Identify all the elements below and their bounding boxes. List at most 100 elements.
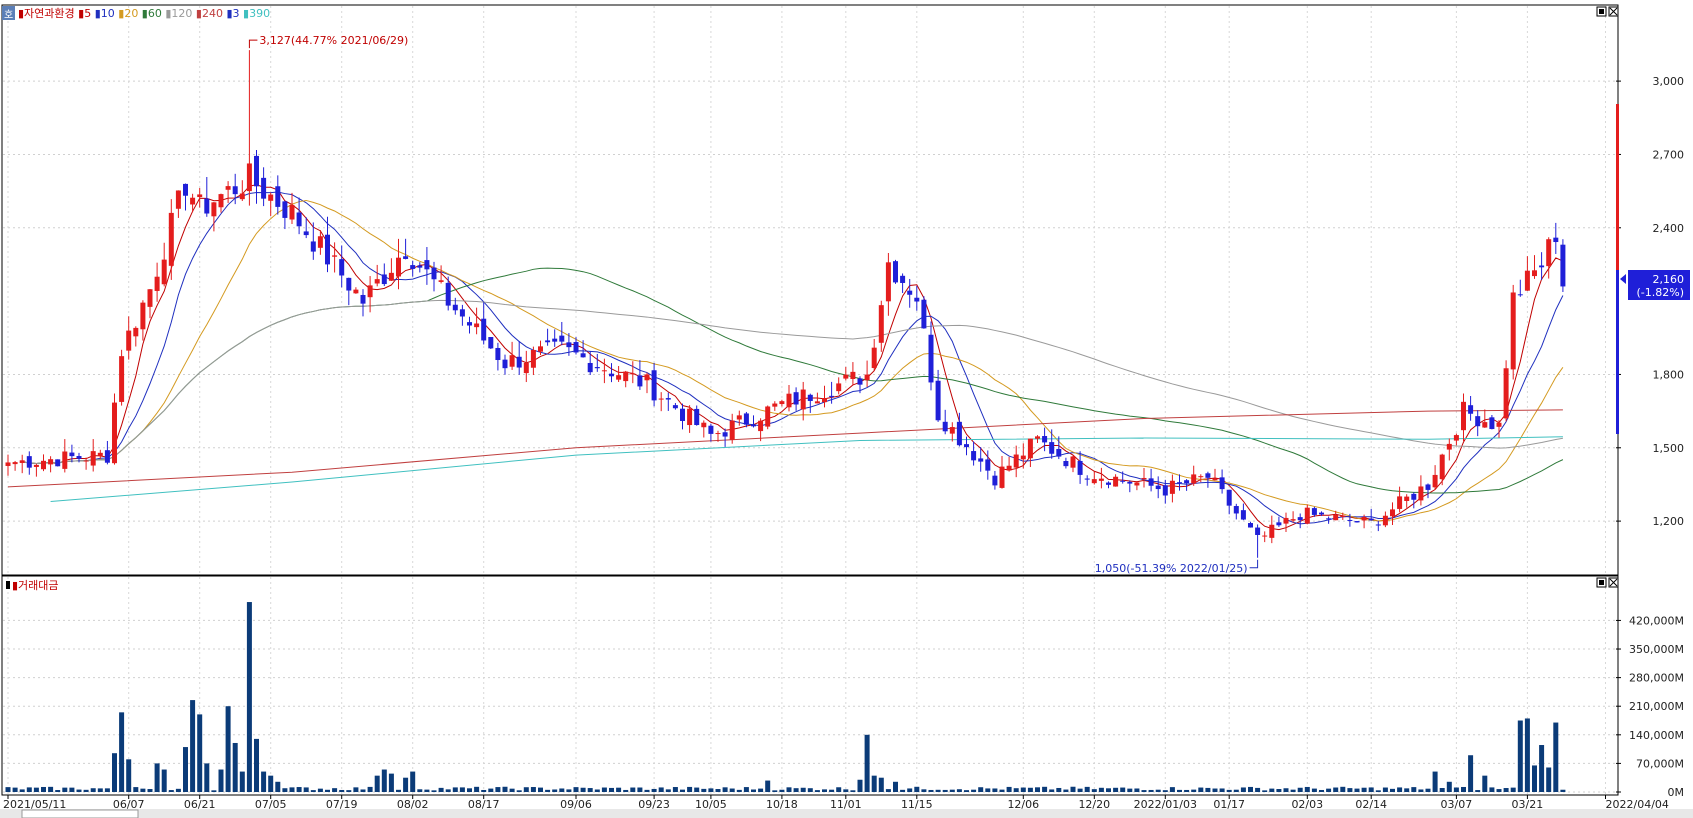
candle (488, 337, 494, 349)
volume-panel-close-button[interactable] (1608, 577, 1619, 588)
candle (1219, 477, 1225, 490)
candle (1276, 522, 1282, 526)
volume-bar (871, 775, 877, 792)
volume-bar (126, 759, 132, 792)
volume-panel-maximize-button[interactable] (1596, 577, 1607, 588)
volume-bar (559, 788, 565, 792)
candle (19, 460, 25, 463)
candle (609, 373, 614, 377)
volume-bar (530, 787, 536, 792)
volume-bar (964, 790, 969, 792)
volume-bar (97, 788, 103, 792)
volume-bar (516, 790, 522, 792)
price-panel-close-button[interactable] (1608, 6, 1619, 17)
bottom-input-box[interactable] (21, 809, 139, 818)
volume-bar (623, 789, 629, 792)
candle (701, 422, 707, 428)
date-tick-label: 09/23 (638, 798, 670, 811)
volume-bar (1375, 790, 1381, 792)
candle (814, 401, 820, 404)
volume-bar (1233, 789, 1239, 792)
date-tick-label: 08/17 (468, 798, 500, 811)
candle (573, 342, 579, 353)
chart-settings-icon[interactable] (2, 6, 15, 20)
candle (381, 274, 387, 285)
volume-bar (907, 788, 913, 792)
volume-bar (140, 788, 146, 792)
volume-bar (1226, 789, 1232, 792)
volume-tick-label: 0M (1668, 786, 1685, 799)
candle (1411, 493, 1417, 500)
volume-bar (1205, 787, 1211, 792)
candle (1489, 417, 1495, 430)
volume-bar (1042, 786, 1048, 792)
volume-bar (346, 790, 352, 792)
candle (1539, 265, 1545, 268)
volume-bar (175, 788, 181, 792)
candle (197, 194, 203, 198)
date-tick-label: 01/17 (1213, 798, 1245, 811)
date-tick-label: 10/18 (766, 798, 798, 811)
candle (822, 398, 827, 403)
volume-bar (459, 787, 465, 792)
volume-bar (822, 789, 827, 792)
legend-item-8: ▮390 (240, 7, 271, 20)
candle (651, 370, 657, 401)
volume-bar (1113, 787, 1119, 792)
candle (786, 393, 792, 408)
volume-bar (1269, 788, 1275, 792)
candle (303, 231, 309, 236)
candle (1361, 516, 1367, 521)
price-tick-label: 2,400 (1653, 222, 1685, 235)
volume-bar (445, 789, 451, 792)
candle (1020, 455, 1026, 460)
candle (800, 389, 806, 410)
candle (310, 241, 316, 252)
candle (1390, 509, 1395, 517)
volume-tick-label: 70,000M (1636, 757, 1684, 770)
volume-bar (104, 788, 110, 792)
current-price-change: (-1.82%) (1637, 286, 1685, 299)
price-panel-maximize-button[interactable] (1596, 6, 1607, 17)
volume-bar (396, 789, 401, 792)
price-legend-text: ▮자연과환경 ▮5 ▮10 ▮20 ▮60 ▮120 ▮240 ▮3 ▮390 (18, 7, 270, 20)
candle (1113, 476, 1119, 487)
volume-legend-item: ▮거래대금 (12, 579, 59, 592)
candle (296, 212, 302, 227)
candle (374, 279, 380, 284)
candle (694, 408, 700, 426)
candle (481, 318, 487, 341)
candle (268, 194, 274, 201)
legend-item-1: ▮5 (75, 7, 92, 20)
candle (1006, 465, 1012, 471)
candle (601, 370, 607, 372)
candle (1162, 485, 1168, 496)
volume-bar (751, 789, 756, 792)
volume-bar (1212, 788, 1218, 792)
candle (1127, 481, 1133, 484)
volume-bar (1035, 787, 1040, 792)
candle (495, 347, 501, 361)
volume-bar (1425, 788, 1431, 792)
volume-bar (452, 787, 458, 792)
candle (12, 462, 18, 465)
volume-bar (190, 700, 196, 792)
price-y-axis: 1,200 1,500 1,800 2,400 2,700 3,000 (1616, 75, 1684, 528)
legend-item-7: ▮3 (223, 7, 240, 20)
candle (403, 256, 409, 259)
candlesticks (5, 50, 1566, 558)
volume-bar (388, 773, 394, 792)
volume-bar (708, 788, 714, 792)
price-tick-label: 1,500 (1653, 442, 1685, 455)
volume-bar (949, 789, 955, 792)
volume-bar (1482, 775, 1488, 792)
volume-bar (381, 769, 387, 792)
volume-bar (5, 787, 11, 792)
candle (26, 456, 32, 468)
bottom-toolbar (0, 809, 1693, 818)
candle (928, 334, 934, 383)
volume-bar (893, 781, 898, 792)
volume-bar (580, 787, 586, 792)
candle (1517, 294, 1523, 296)
legend-item-0: ▮자연과환경 (18, 7, 75, 20)
